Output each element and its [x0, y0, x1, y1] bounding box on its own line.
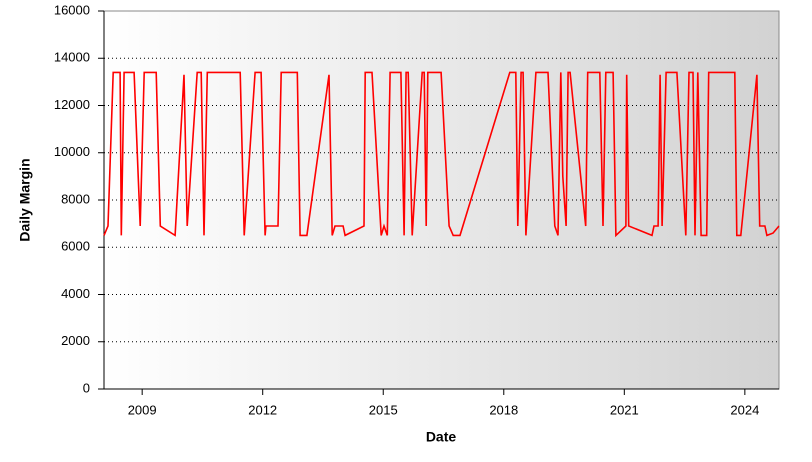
- y-tick-label: 6000: [61, 239, 90, 254]
- x-tick-label: 2021: [610, 402, 639, 417]
- x-tick-label: 2018: [489, 402, 518, 417]
- data-line: [103, 71, 780, 238]
- x-tick-label: 2012: [248, 402, 277, 417]
- y-tick-label: 10000: [54, 144, 90, 159]
- y-tick-label: 4000: [61, 286, 90, 301]
- y-tick-label: 8000: [61, 191, 90, 206]
- y-tick-label: 14000: [54, 50, 90, 65]
- x-tick-label: 2015: [369, 402, 398, 417]
- y-axis-label: Daily Margin: [17, 158, 33, 241]
- y-tick-label: 2000: [61, 333, 90, 348]
- y-tick-label: 0: [83, 380, 90, 395]
- x-tick-label: 2009: [128, 402, 157, 417]
- y-tick-label: 16000: [54, 2, 90, 17]
- y-tick-label: 12000: [54, 97, 90, 112]
- x-axis-label: Date: [426, 429, 457, 445]
- x-tick-label: 2024: [730, 402, 759, 417]
